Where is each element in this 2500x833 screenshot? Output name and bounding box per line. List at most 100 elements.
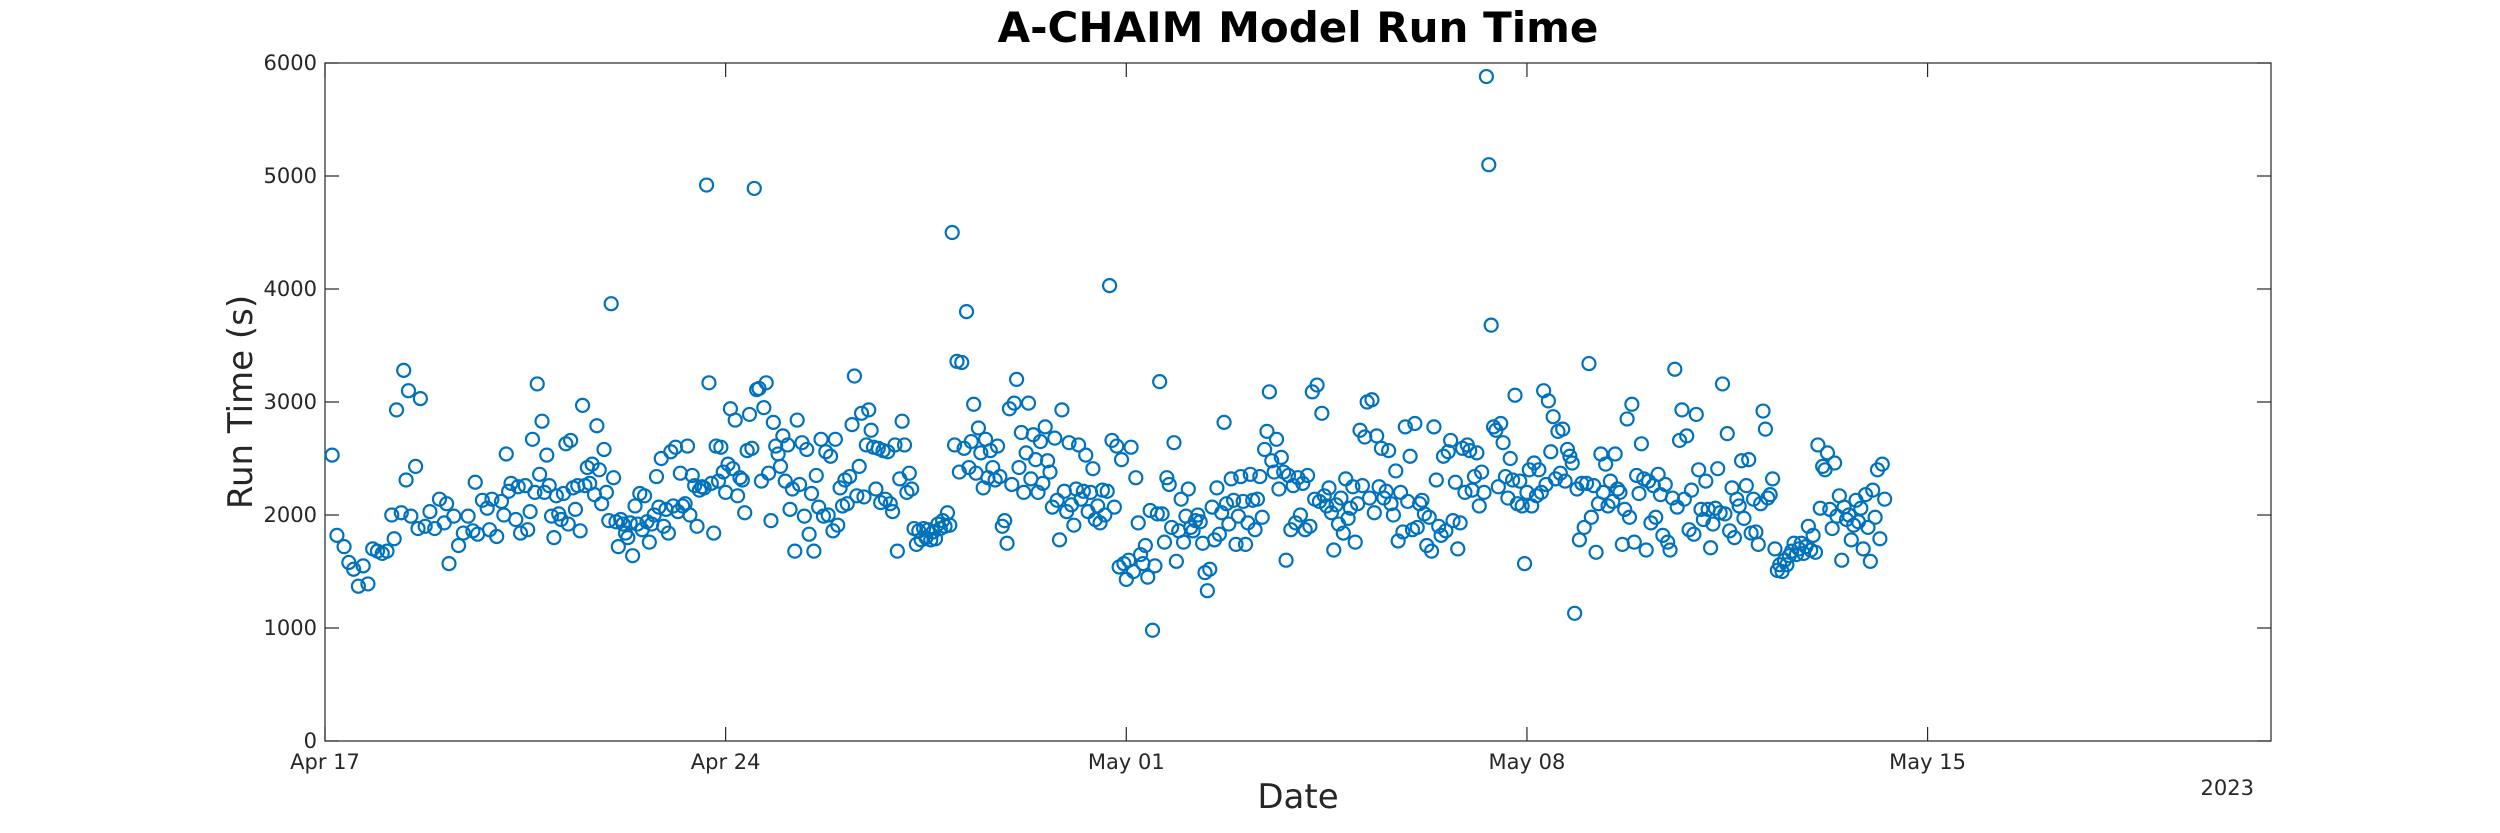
data-point xyxy=(1600,498,1616,514)
data-point xyxy=(1614,536,1630,552)
data-point xyxy=(1736,510,1752,526)
data-point xyxy=(925,524,941,540)
data-point xyxy=(1693,501,1709,517)
data-point xyxy=(689,518,705,534)
data-point xyxy=(1557,473,1573,489)
data-point xyxy=(799,441,815,458)
data-point xyxy=(877,491,894,507)
data-point xyxy=(1271,481,1287,497)
data-point xyxy=(1755,403,1771,419)
data-point xyxy=(396,362,412,378)
data-point xyxy=(1633,436,1650,452)
data-point xyxy=(410,520,426,537)
data-point xyxy=(1056,483,1072,499)
data-point xyxy=(1683,482,1700,498)
data-point xyxy=(789,412,805,428)
data-point xyxy=(760,465,777,481)
data-point xyxy=(403,508,419,524)
data-point xyxy=(1662,542,1678,558)
data-point xyxy=(882,496,898,512)
data-point xyxy=(1268,431,1285,447)
data-point xyxy=(1168,553,1184,569)
data-point xyxy=(1109,438,1125,454)
data-point xyxy=(1576,519,1592,536)
data-point xyxy=(1285,478,1301,494)
data-point xyxy=(460,508,476,524)
data-point xyxy=(1426,419,1442,435)
data-point xyxy=(1490,479,1506,495)
data-point xyxy=(1247,522,1263,538)
data-point xyxy=(1364,392,1380,408)
data-point xyxy=(844,417,860,433)
data-point xyxy=(572,523,588,539)
data-point xyxy=(853,405,870,421)
data-point xyxy=(527,484,543,500)
data-point xyxy=(441,555,457,572)
data-point xyxy=(1392,484,1409,500)
data-point xyxy=(1254,509,1270,525)
data-point xyxy=(589,418,605,434)
data-point xyxy=(489,528,505,545)
x-tick-label: May 08 xyxy=(1489,750,1566,774)
data-point xyxy=(827,431,843,447)
data-point xyxy=(520,522,536,538)
data-point xyxy=(1471,498,1487,514)
data-point xyxy=(567,501,584,517)
data-point xyxy=(1242,466,1258,482)
data-point xyxy=(524,431,541,447)
data-point xyxy=(1340,510,1356,526)
data-point xyxy=(393,505,409,521)
data-point xyxy=(1054,402,1070,418)
data-point xyxy=(1228,536,1244,552)
data-point xyxy=(832,480,848,496)
data-point xyxy=(1433,527,1449,543)
data-point xyxy=(1137,537,1153,554)
data-point xyxy=(1011,459,1027,476)
data-point xyxy=(1113,452,1130,468)
data-point xyxy=(1273,449,1289,465)
data-point xyxy=(1211,526,1227,542)
data-point xyxy=(1354,478,1370,494)
data-point xyxy=(710,473,727,489)
data-point xyxy=(1252,468,1268,485)
data-point xyxy=(412,391,428,407)
data-point xyxy=(446,508,462,524)
data-point xyxy=(746,180,762,197)
data-point xyxy=(1877,491,1893,507)
data-point xyxy=(1764,471,1781,487)
data-point xyxy=(706,525,722,541)
data-point xyxy=(1373,440,1390,456)
data-point xyxy=(720,456,736,472)
data-point xyxy=(1495,435,1511,451)
data-point xyxy=(1397,419,1413,435)
data-point xyxy=(846,368,863,384)
data-point xyxy=(1314,405,1330,421)
data-point xyxy=(1853,500,1869,516)
data-point xyxy=(687,478,703,494)
data-point xyxy=(1595,484,1611,500)
data-point xyxy=(1767,541,1783,557)
data-point xyxy=(701,375,717,391)
data-point xyxy=(625,548,641,564)
x-tick-label: May 15 xyxy=(1889,750,1966,774)
data-point xyxy=(1757,421,1774,437)
data-point xyxy=(1626,534,1642,550)
data-point xyxy=(1309,377,1325,393)
data-point xyxy=(1729,491,1745,507)
data-point xyxy=(818,444,834,460)
y-tick-label: 5000 xyxy=(264,164,317,188)
data-point xyxy=(1705,516,1721,532)
data-point xyxy=(842,468,858,485)
data-point xyxy=(989,438,1006,454)
data-point xyxy=(839,496,855,512)
data-point xyxy=(1619,411,1635,427)
data-point xyxy=(963,433,979,450)
data-point xyxy=(1421,509,1437,525)
data-point xyxy=(636,488,653,504)
data-point xyxy=(1221,516,1237,532)
data-point xyxy=(1321,480,1337,496)
data-point xyxy=(1051,532,1068,548)
data-point xyxy=(422,504,438,520)
data-point xyxy=(1106,499,1122,515)
data-point xyxy=(1531,462,1547,478)
